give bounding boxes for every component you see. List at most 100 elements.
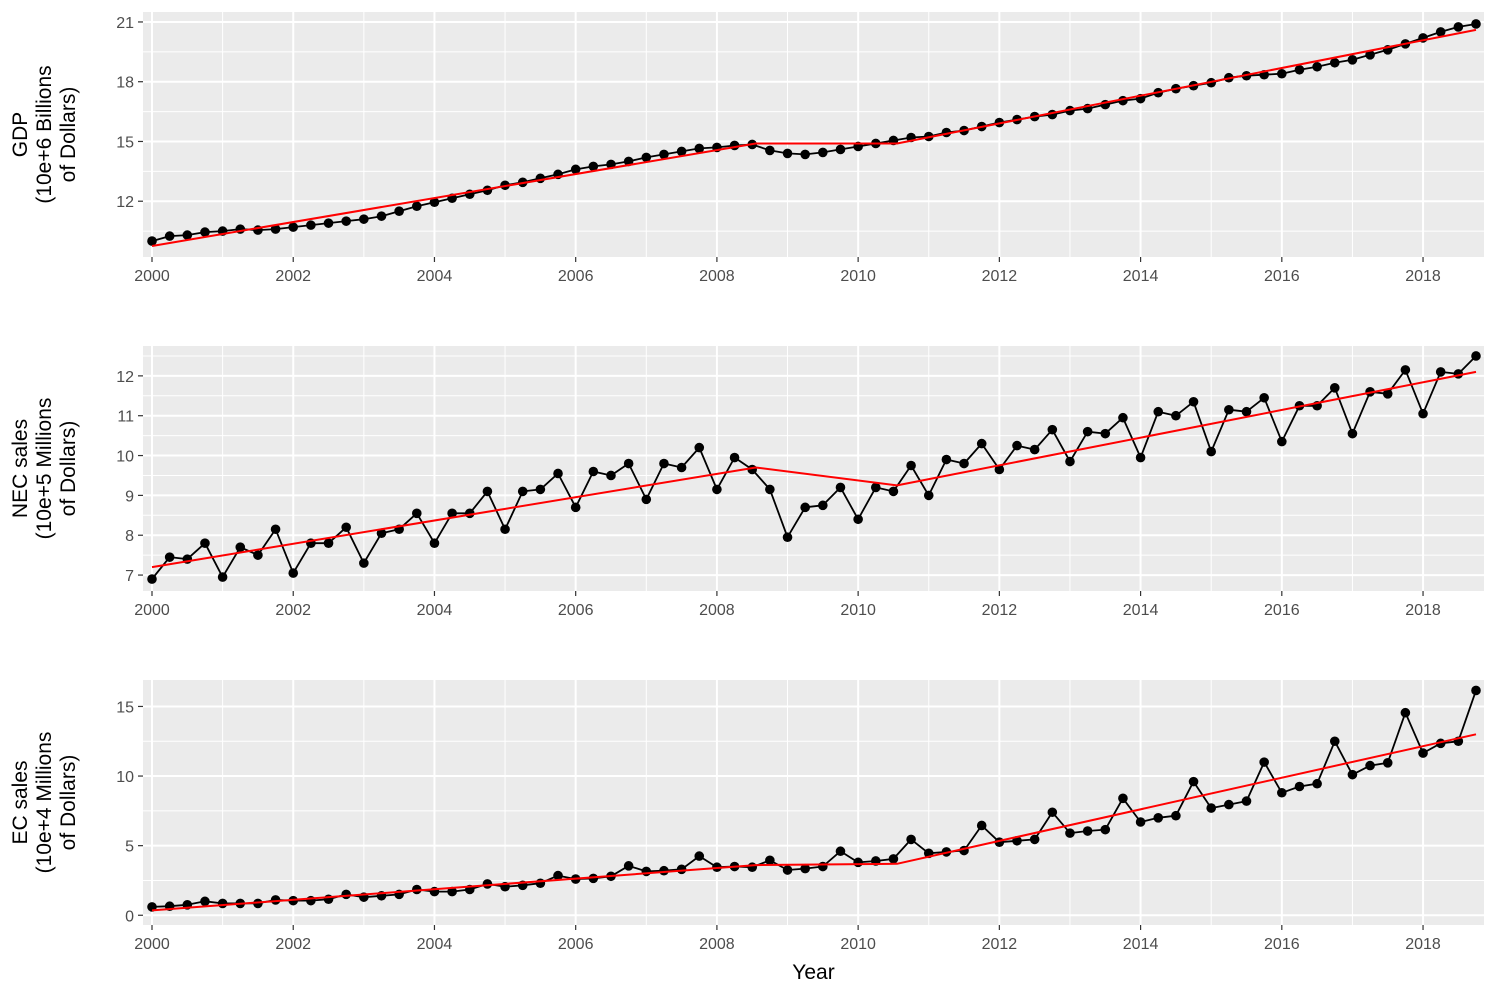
- y-tick-label: 9: [125, 488, 134, 505]
- data-point: [376, 211, 387, 221]
- data-point: [1259, 392, 1269, 403]
- trend-line: [151, 28, 1477, 247]
- data-point: [500, 524, 510, 535]
- x-tick-label: 2004: [417, 268, 453, 285]
- data-point: [835, 144, 846, 155]
- data-point: [1400, 707, 1411, 718]
- data-point: [906, 834, 916, 845]
- data-point: [1029, 444, 1040, 455]
- y-axis-title-line: EC sales: [9, 760, 32, 844]
- data-point: [1153, 813, 1164, 823]
- data-point: [1382, 389, 1393, 399]
- panel-background: [143, 680, 1484, 925]
- data-point: [870, 482, 881, 493]
- series-line: [151, 23, 1477, 242]
- data-point: [1347, 769, 1358, 780]
- data-point: [1224, 404, 1234, 415]
- x-tick-label: 2002: [275, 936, 311, 953]
- data-point: [1135, 817, 1146, 827]
- data-point: [394, 206, 404, 216]
- data-point: [535, 484, 546, 495]
- x-tick-label: 2006: [558, 268, 594, 285]
- data-point: [941, 454, 952, 465]
- data-point: [818, 861, 828, 872]
- data-point: [659, 458, 669, 469]
- data-point: [288, 568, 299, 578]
- data-point: [253, 550, 263, 560]
- x-tick-label: 2010: [840, 602, 876, 619]
- data-point: [1259, 757, 1269, 767]
- data-point: [623, 458, 634, 469]
- data-point: [217, 898, 228, 909]
- data-point: [641, 494, 652, 505]
- data-point: [1047, 807, 1058, 818]
- data-point: [712, 484, 722, 495]
- data-point: [676, 864, 687, 875]
- data-point: [1329, 383, 1340, 393]
- y-axis-title-line: of Dollars): [57, 421, 80, 517]
- data-point: [853, 514, 863, 525]
- data-point: [447, 508, 457, 519]
- data-point: [1241, 796, 1252, 806]
- data-point: [888, 486, 899, 497]
- y-tick-label: 15: [116, 134, 134, 151]
- data-point: [1135, 452, 1146, 463]
- data-point: [1241, 406, 1252, 417]
- y-tick-label: 12: [116, 369, 134, 386]
- data-point: [1065, 828, 1075, 838]
- data-point: [200, 227, 210, 237]
- panel-2: 2000 2002 2004 2006 2008 2010 2012 2014 2016 2018…: [9, 346, 1484, 619]
- data-point: [1312, 778, 1322, 789]
- x-tick-label: 2008: [699, 602, 735, 619]
- data-point: [976, 820, 987, 831]
- data-point: [570, 502, 581, 513]
- data-point: [1100, 824, 1111, 835]
- data-point: [482, 879, 493, 889]
- x-tick-label: 2016: [1264, 936, 1300, 953]
- data-point: [747, 862, 758, 873]
- panel-3: 2000 2002 2004 2006 2008 2010 2012 2014 2016 2018…: [9, 680, 1484, 984]
- y-axis-title-line: (10e+4 Millions: [33, 732, 56, 874]
- data-point: [200, 538, 210, 548]
- x-tick-label: 2012: [982, 936, 1018, 953]
- data-point: [659, 149, 669, 160]
- data-point: [1418, 408, 1428, 419]
- data-point: [1435, 367, 1446, 377]
- y-axis-title-line: of Dollars): [57, 755, 80, 851]
- data-point: [1065, 456, 1075, 467]
- x-tick-label: 2008: [699, 936, 735, 953]
- data-point: [482, 486, 493, 497]
- data-point: [200, 896, 210, 907]
- y-tick-label: 8: [125, 528, 134, 545]
- data-point: [1277, 68, 1287, 79]
- data-point: [818, 500, 828, 511]
- data-point: [1082, 826, 1093, 836]
- data-point: [164, 552, 175, 562]
- data-point: [323, 538, 334, 548]
- data-point: [1471, 685, 1481, 696]
- data-point: [270, 895, 281, 905]
- data-point: [1171, 410, 1181, 421]
- data-point: [1294, 781, 1305, 792]
- y-tick-label: 21: [116, 15, 134, 32]
- data-point: [1171, 810, 1181, 821]
- data-point: [447, 886, 457, 897]
- data-point: [182, 230, 193, 240]
- data-point: [1206, 803, 1216, 813]
- data-point: [659, 865, 669, 876]
- y-tick-label: 10: [116, 449, 134, 466]
- data-point: [641, 152, 652, 163]
- data-point: [553, 468, 563, 479]
- y-axis-title-line: (10e+6 Billions: [33, 65, 56, 203]
- x-tick-label: 2010: [840, 268, 876, 285]
- x-axis-title: Year: [792, 961, 834, 984]
- data-point: [959, 458, 969, 469]
- x-tick-label: 2000: [134, 936, 170, 953]
- x-tick-label: 2006: [558, 936, 594, 953]
- data-point: [1100, 428, 1111, 439]
- trend-line: [151, 370, 1477, 569]
- y-tick-label: 0: [125, 908, 134, 925]
- data-point: [1029, 834, 1040, 845]
- data-point: [1347, 55, 1358, 65]
- data-point: [1435, 27, 1446, 37]
